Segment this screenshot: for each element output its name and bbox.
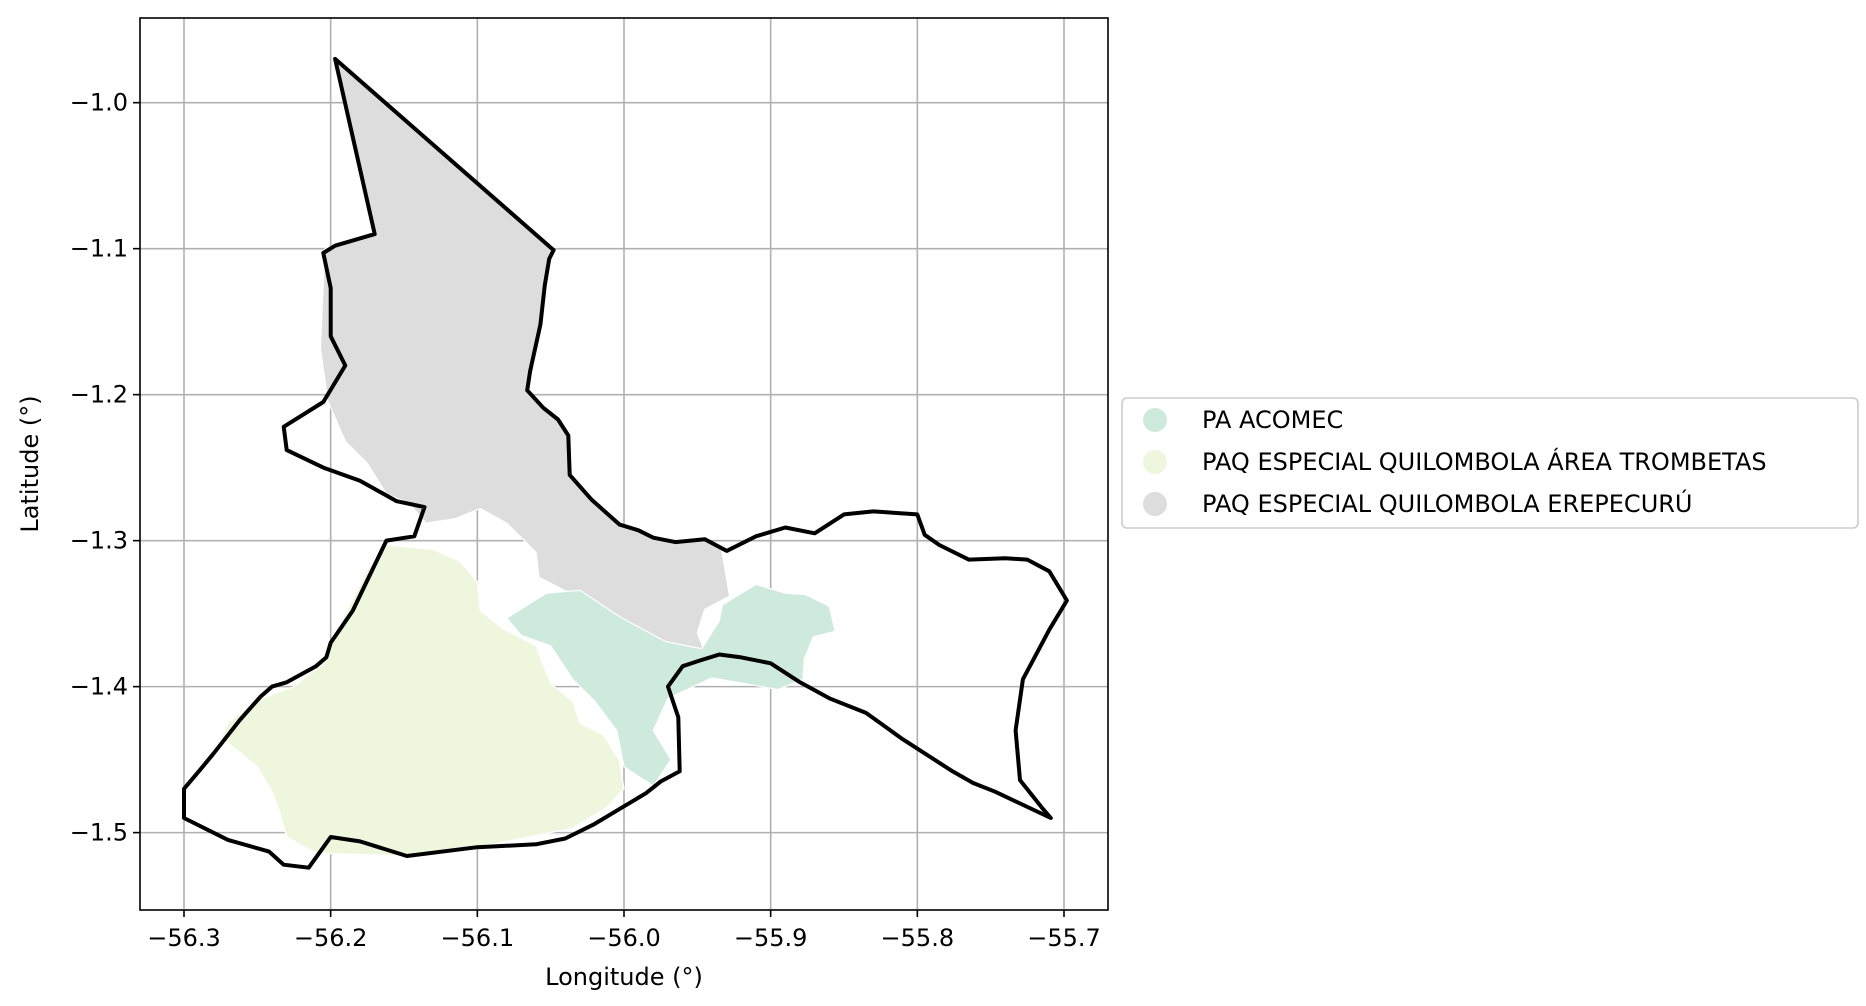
legend-label: PAQ ESPECIAL QUILOMBOLA EREPECURÚ bbox=[1202, 488, 1693, 518]
y-tick-label: −1.3 bbox=[70, 527, 128, 555]
x-tick-label: −56.2 bbox=[294, 924, 368, 952]
y-axis-ticks: −1.0 −1.1 −1.2 −1.3 −1.4 −1.5 bbox=[70, 89, 140, 847]
x-tick-label: −55.7 bbox=[1027, 924, 1101, 952]
legend-marker bbox=[1143, 408, 1167, 432]
legend: PA ACOMEC PAQ ESPECIAL QUILOMBOLA ÁREA TR… bbox=[1121, 397, 1859, 529]
x-tick-label: −55.9 bbox=[734, 924, 808, 952]
legend-marker bbox=[1143, 450, 1167, 474]
legend-marker bbox=[1143, 492, 1167, 516]
y-tick-label: −1.1 bbox=[70, 235, 128, 263]
x-axis-ticks: −56.3 −56.2 −56.1 −56.0 −55.9 −55.8 −55.7 bbox=[147, 910, 1101, 952]
y-tick-label: −1.0 bbox=[70, 89, 128, 117]
x-tick-label: −56.0 bbox=[587, 924, 661, 952]
y-tick-label: −1.2 bbox=[70, 381, 128, 409]
legend-label: PA ACOMEC bbox=[1202, 406, 1343, 434]
legend-label: PAQ ESPECIAL QUILOMBOLA ÁREA TROMBETAS bbox=[1202, 447, 1767, 476]
y-axis-label: Latitude (°) bbox=[16, 395, 44, 532]
legend-frame bbox=[1121, 397, 1859, 529]
x-tick-label: −56.1 bbox=[441, 924, 515, 952]
y-tick-label: −1.4 bbox=[70, 673, 128, 701]
x-tick-label: −55.8 bbox=[881, 924, 955, 952]
outline-path bbox=[182, 56, 1069, 870]
x-tick-label: −56.3 bbox=[147, 924, 221, 952]
x-axis-label: Longitude (°) bbox=[545, 963, 703, 991]
municipality-outline bbox=[182, 56, 1069, 870]
y-tick-label: −1.5 bbox=[70, 819, 128, 847]
